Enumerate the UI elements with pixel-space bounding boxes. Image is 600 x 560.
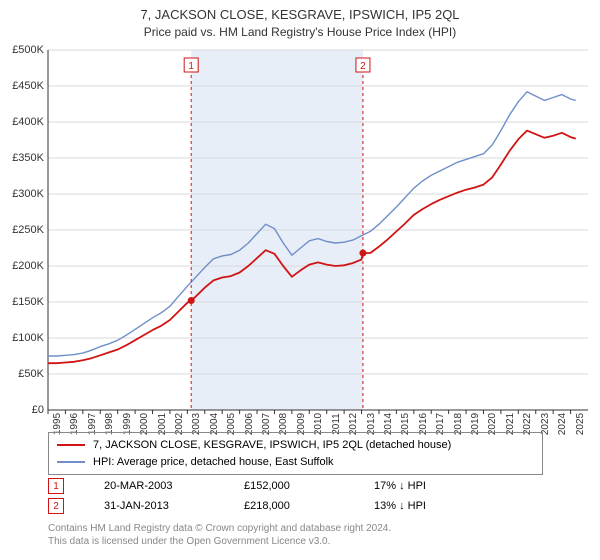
y-axis-label: £0 bbox=[32, 404, 48, 416]
sales-price: £218,000 bbox=[244, 500, 334, 512]
sales-price: £152,000 bbox=[244, 480, 334, 492]
sale-marker-number: 1 bbox=[188, 61, 194, 72]
chart-svg: 12 bbox=[48, 50, 588, 410]
sales-marker-ref: 1 bbox=[48, 478, 64, 494]
chart-subtitle: Price paid vs. HM Land Registry's House … bbox=[0, 24, 600, 45]
legend-swatch bbox=[57, 461, 85, 463]
y-axis-label: £350K bbox=[12, 152, 48, 164]
y-axis-label: £400K bbox=[12, 116, 48, 128]
y-axis-label: £100K bbox=[12, 332, 48, 344]
legend-item: HPI: Average price, detached house, East… bbox=[57, 454, 534, 471]
x-axis-label: 2025 bbox=[571, 413, 586, 435]
sales-table: 1 20-MAR-2003 £152,000 17% ↓ HPI 2 31-JAN-201… bbox=[48, 476, 548, 516]
sale-marker-number: 2 bbox=[360, 61, 366, 72]
y-axis-label: £200K bbox=[12, 260, 48, 272]
legend-label: HPI: Average price, detached house, East… bbox=[93, 454, 334, 471]
footer-line: Contains HM Land Registry data © Crown c… bbox=[48, 522, 391, 535]
footer-attribution: Contains HM Land Registry data © Crown c… bbox=[48, 522, 391, 548]
legend-swatch bbox=[57, 444, 85, 446]
sales-date: 31-JAN-2013 bbox=[104, 500, 204, 512]
y-axis-label: £500K bbox=[12, 44, 48, 56]
sales-marker-ref: 2 bbox=[48, 498, 64, 514]
y-axis-label: £450K bbox=[12, 80, 48, 92]
legend-label: 7, JACKSON CLOSE, KESGRAVE, IPSWICH, IP5… bbox=[93, 437, 451, 454]
y-axis-label: £300K bbox=[12, 188, 48, 200]
y-axis-label: £50K bbox=[18, 368, 48, 380]
y-axis-label: £150K bbox=[12, 296, 48, 308]
legend-item: 7, JACKSON CLOSE, KESGRAVE, IPSWICH, IP5… bbox=[57, 437, 534, 454]
sales-vs-hpi: 13% ↓ HPI bbox=[374, 500, 474, 512]
sale-marker-dot bbox=[188, 297, 195, 304]
sales-date: 20-MAR-2003 bbox=[104, 480, 204, 492]
legend: 7, JACKSON CLOSE, KESGRAVE, IPSWICH, IP5… bbox=[48, 432, 543, 475]
chart-title: 7, JACKSON CLOSE, KESGRAVE, IPSWICH, IP5… bbox=[0, 0, 600, 24]
sales-row: 1 20-MAR-2003 £152,000 17% ↓ HPI bbox=[48, 476, 548, 496]
chart-container: 7, JACKSON CLOSE, KESGRAVE, IPSWICH, IP5… bbox=[0, 0, 600, 560]
footer-line: This data is licensed under the Open Gov… bbox=[48, 535, 391, 548]
sales-row: 2 31-JAN-2013 £218,000 13% ↓ HPI bbox=[48, 496, 548, 516]
chart-plot-area: £0£50K£100K£150K£200K£250K£300K£350K£400… bbox=[48, 50, 588, 410]
y-axis-label: £250K bbox=[12, 224, 48, 236]
sale-marker-dot bbox=[359, 250, 366, 257]
sales-vs-hpi: 17% ↓ HPI bbox=[374, 480, 474, 492]
x-axis-label: 2024 bbox=[553, 413, 568, 435]
